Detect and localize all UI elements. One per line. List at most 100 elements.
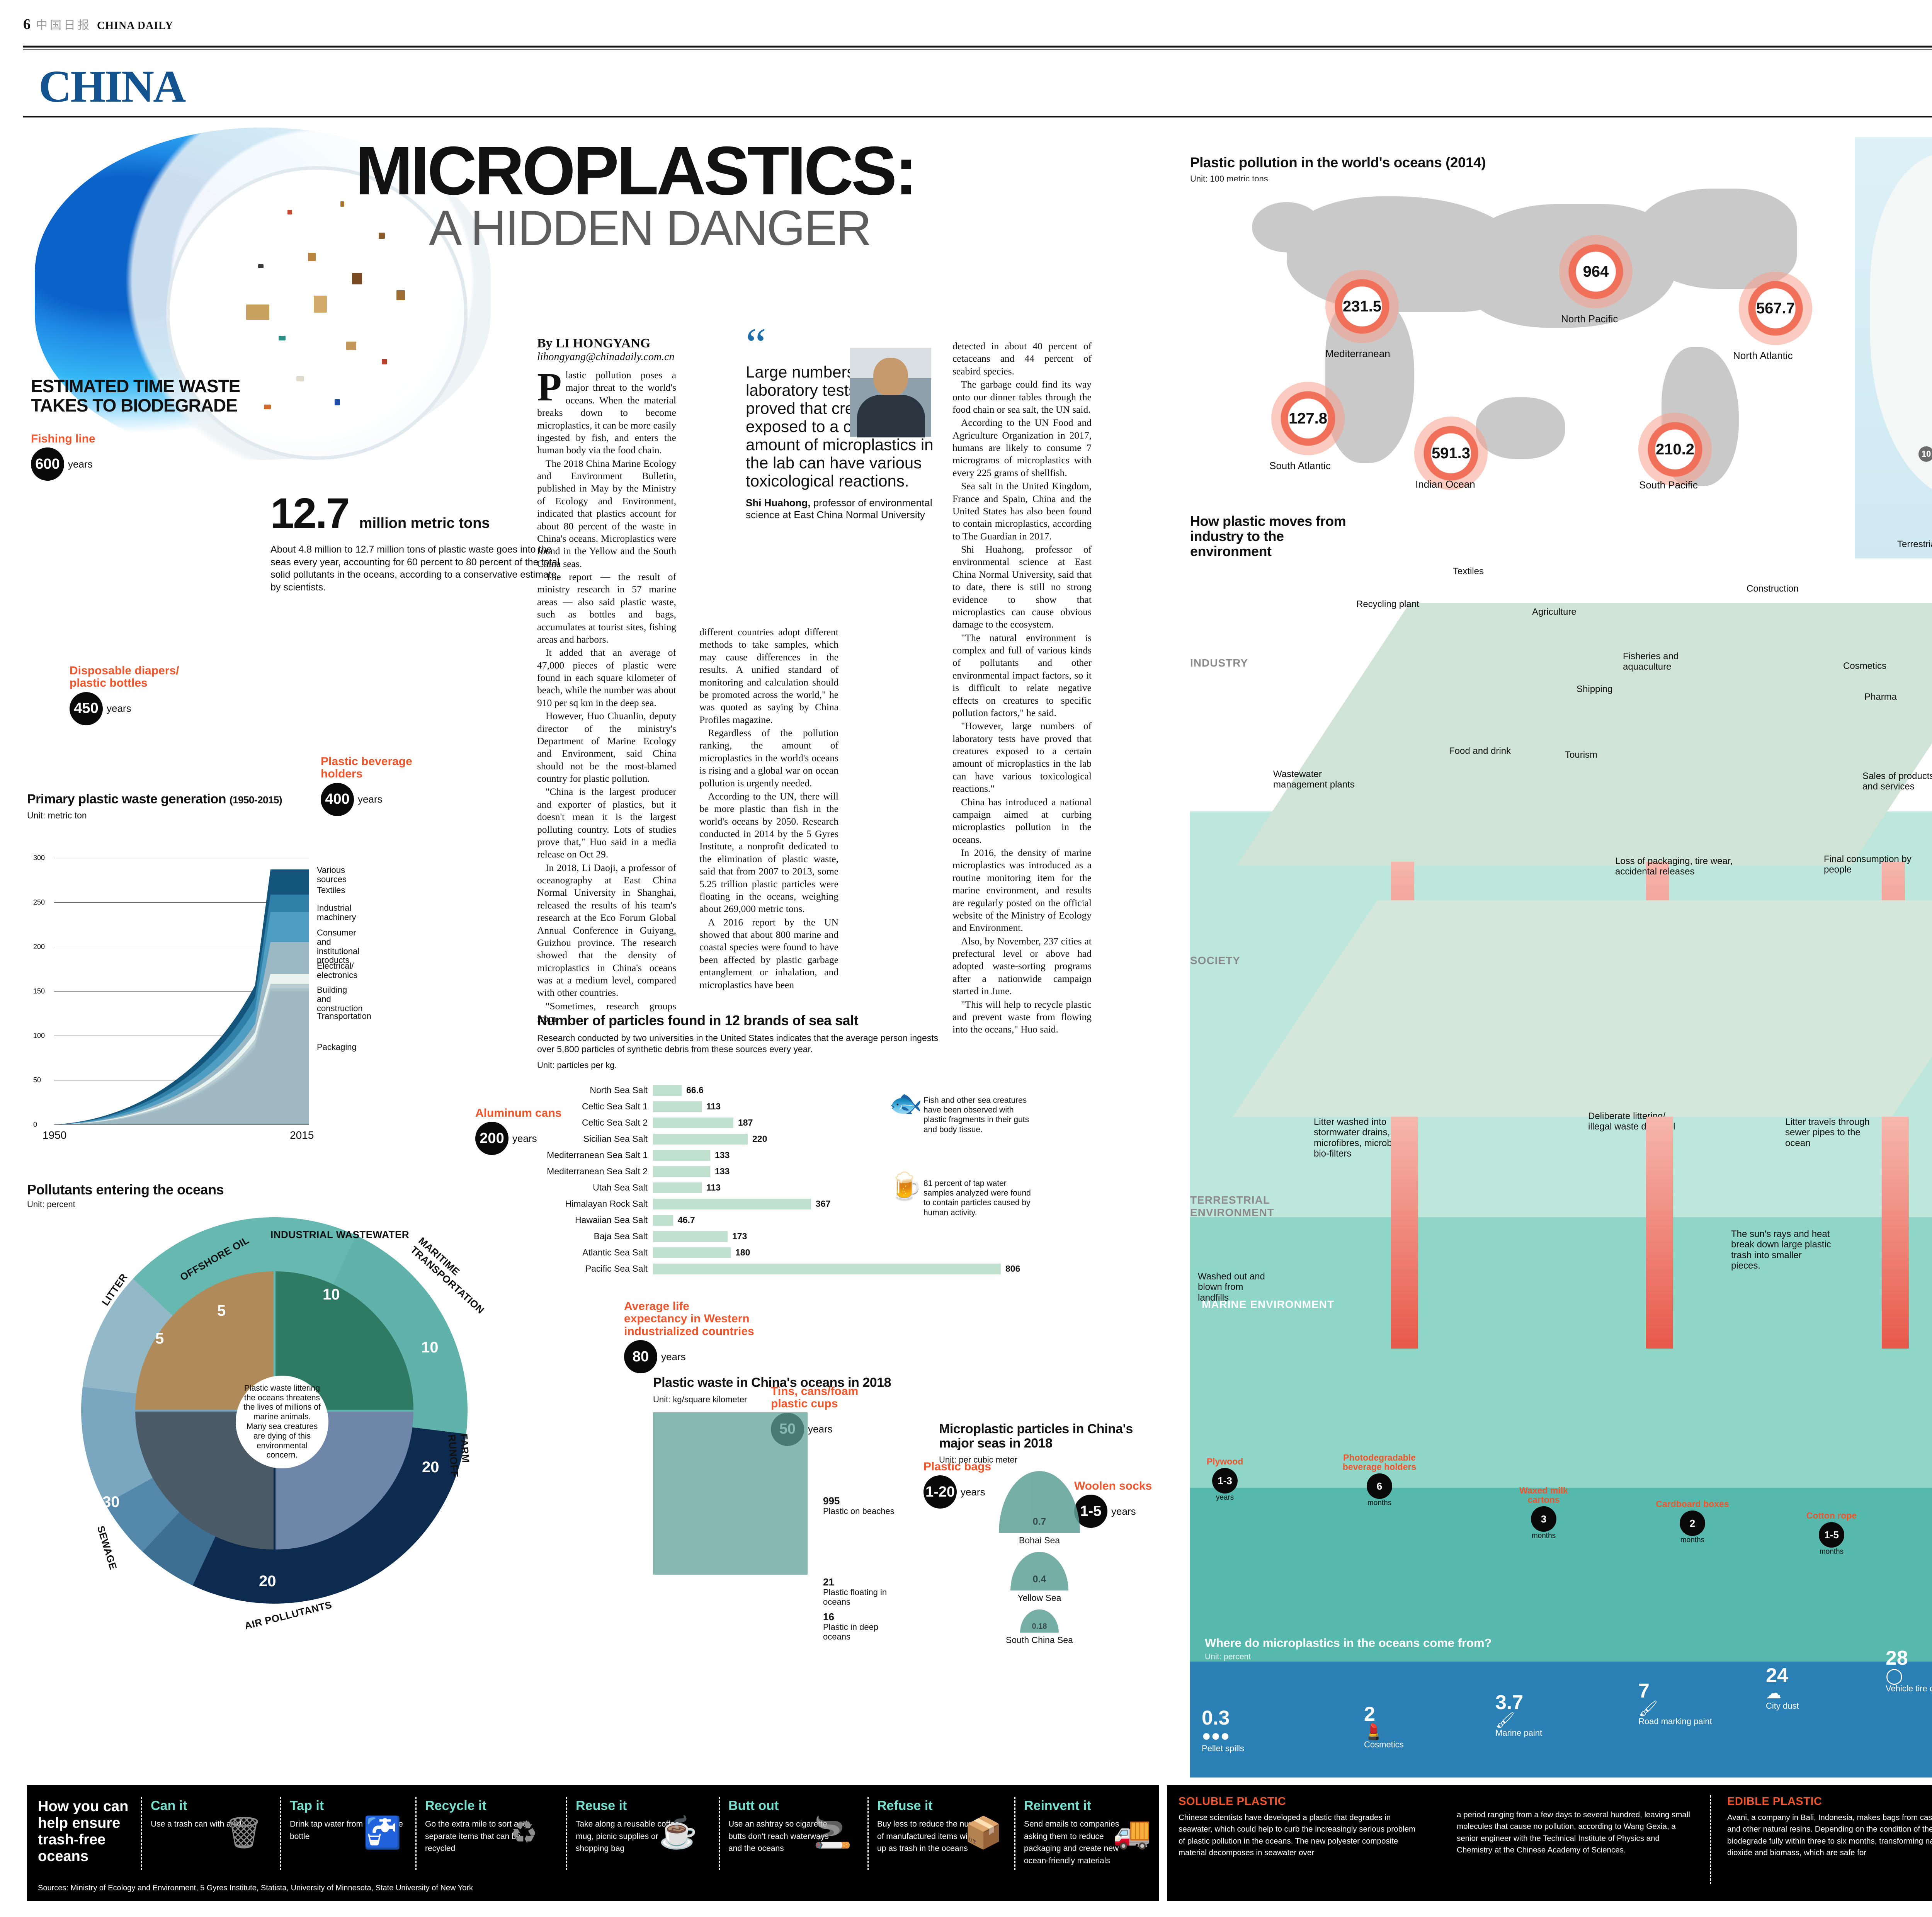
portrait-photo bbox=[850, 348, 931, 437]
article-paragraph: In 2016, the density of marine microplas… bbox=[952, 847, 1092, 934]
donut-center-note: Plastic waste littering the oceans threa… bbox=[236, 1376, 328, 1468]
china-reserve-map: 1 2 3 4 5 6 7 8 9 10 bbox=[1855, 137, 1932, 558]
biodegrade-unit: years bbox=[358, 793, 383, 805]
flow-label-construction: Construction bbox=[1747, 583, 1799, 594]
cnwaste-label-beaches: 995 Plastic on beaches bbox=[823, 1495, 895, 1516]
bar-value: 187 bbox=[738, 1118, 753, 1128]
biodegrade-unit: years bbox=[107, 703, 131, 714]
masthead: 6 中国日报 CHINA DAILY Monday, January 6, 20… bbox=[23, 15, 1932, 46]
edible-plastic-title: EDIBLE PLASTIC bbox=[1727, 1795, 1822, 1808]
source-city-dust: 24 ☁ City dust bbox=[1766, 1664, 1799, 1711]
biodegrade-value: 400 bbox=[321, 782, 354, 816]
layer-label-industry: INDUSTRY bbox=[1190, 657, 1248, 669]
biodegrade-label: Plastic bags bbox=[923, 1460, 992, 1473]
biodegrade-label: Woolen socks bbox=[1074, 1480, 1152, 1492]
gyre-label-south-pacific: South Pacific bbox=[1639, 479, 1698, 491]
gyre-north-pacific: 964 bbox=[1559, 235, 1633, 308]
petri-dish-photo bbox=[166, 166, 468, 460]
gyre-value: 231.5 bbox=[1342, 298, 1382, 315]
biodegrade-value: 200 bbox=[475, 1122, 509, 1155]
primary-plastic-waste-chart: Primary plastic waste generation (1950-2… bbox=[27, 792, 413, 1179]
chart1-subtitle: (1950-2015) bbox=[229, 794, 282, 806]
bar-row: Celtic Sea Salt 1 113 bbox=[537, 1100, 1086, 1114]
flow-label-cosmetics: Cosmetics bbox=[1843, 661, 1887, 671]
xtick-start: 1950 bbox=[43, 1129, 67, 1141]
legend-building-construction: Building and construction bbox=[317, 985, 363, 1013]
ytick: 150 bbox=[33, 987, 45, 995]
bar-row: Sicilian Sea Salt 220 bbox=[537, 1132, 1086, 1146]
article-paragraph: According to the UN Food and Agriculture… bbox=[952, 417, 1092, 478]
paint-bucket-icon: 🖌 bbox=[1495, 1712, 1515, 1729]
legend-packaging: Packaging bbox=[317, 1042, 357, 1052]
article-paragraph: It added that an average of 47,000 piece… bbox=[537, 647, 676, 708]
gyre-indian-ocean: 591.3 bbox=[1414, 417, 1488, 490]
masthead-rule-thin bbox=[23, 49, 1932, 50]
bar-row: Hawaiian Sea Salt 46.7 bbox=[537, 1213, 1086, 1227]
flow-title: How plastic moves from industry to the e… bbox=[1190, 513, 1346, 559]
article-paragraph: A 2016 report by the UN showed that abou… bbox=[699, 916, 838, 990]
segment-label-farm-runoff: FARM RUNOFF bbox=[446, 1433, 472, 1478]
plastic-flow-diagram: How plastic moves from industry to the e… bbox=[1190, 514, 1932, 1588]
article-paragraph: Also, by November, 237 cities at prefect… bbox=[952, 935, 1092, 997]
xtick-end: 2015 bbox=[290, 1129, 314, 1141]
bar-row: Mediterranean Sea Salt 2 133 bbox=[537, 1165, 1086, 1179]
biodegrade-item-plastic-bags: Plastic bags 1-20 years bbox=[923, 1460, 1012, 1509]
cnwaste-title: Plastic waste in China's oceans in 2018 bbox=[653, 1375, 891, 1390]
segment-value-litter: 5 bbox=[155, 1330, 164, 1347]
world-ocean-pollution-panel: Plastic pollution in the world's oceans … bbox=[1190, 155, 1855, 502]
industry-plane bbox=[1236, 603, 1932, 866]
map-pin-10[interactable]: 10 bbox=[1918, 446, 1932, 462]
flow-label-wastewater-plants: Wastewater management plants bbox=[1273, 769, 1355, 790]
cnseas-unit: Unit: per cubic meter bbox=[939, 1455, 1017, 1465]
gyre-value: 127.8 bbox=[1288, 410, 1328, 427]
cnwaste-label-deep: 16 Plastic in deep oceans bbox=[823, 1611, 879, 1641]
headline-line-2: A HIDDEN DANGER bbox=[429, 200, 872, 256]
source-road-marking-paint: 7 🖌 Road marking paint bbox=[1638, 1680, 1712, 1726]
soluble-plastic-title: SOLUBLE PLASTIC bbox=[1179, 1795, 1286, 1808]
legend-various-sources: Various sources bbox=[317, 865, 347, 884]
flow-label-recycling-plant: Recycling plant bbox=[1356, 599, 1419, 609]
gyre-mediterranean: 231.5 bbox=[1325, 270, 1399, 343]
page-number-left: 6 bbox=[23, 16, 31, 32]
salt-title: Number of particles found in 12 brands o… bbox=[537, 1012, 859, 1028]
big-stat-body: About 4.8 million to 12.7 million tons o… bbox=[270, 544, 560, 593]
flow-pipe-6 bbox=[1882, 1117, 1909, 1349]
flow-arrow-final-consumption: Final consumption by people bbox=[1824, 854, 1912, 875]
article-column-1: Plastic pollution poses a major threat t… bbox=[537, 365, 676, 1026]
gyre-label-north-atlantic: North Atlantic bbox=[1733, 350, 1793, 361]
biodegrade-item-diapers: Disposable diapers/ plastic bottles 450 … bbox=[70, 664, 193, 725]
article-paragraph: However, Huo Chuanlin, deputy director o… bbox=[537, 710, 676, 784]
salt-subtitle: Research conducted by two universities i… bbox=[537, 1033, 939, 1054]
biodegrade-label: Plastic beverage holders bbox=[321, 755, 412, 781]
bar-label: Utah Sea Salt bbox=[593, 1182, 648, 1192]
biodegrade-item-beverage-holders: Plastic beverage holders 400 years bbox=[321, 755, 437, 816]
byline-email: lihongyang@chinadaily.com.cn bbox=[537, 351, 675, 363]
bar-value: 806 bbox=[1005, 1264, 1020, 1274]
article-column-3: detected in about 40 percent of cetacean… bbox=[952, 340, 1092, 1037]
quote-attribution-role: professor of environmental science at Ea… bbox=[746, 497, 932, 521]
flow-pipe-5 bbox=[1646, 1117, 1673, 1349]
article-paragraph: China has introduced a national campaign… bbox=[952, 796, 1092, 845]
flow-label-textiles: Textiles bbox=[1453, 566, 1484, 577]
dome-label-south-china: South China Sea bbox=[1006, 1635, 1073, 1645]
china-ocean-waste-chart: Plastic waste in China's oceans in 2018 … bbox=[653, 1375, 900, 1641]
article-paragraph: detected in about 40 percent of cetacean… bbox=[952, 340, 1092, 377]
bar-value: 113 bbox=[706, 1101, 721, 1111]
paper-name: CHINA DAILY bbox=[97, 20, 173, 32]
chart1-title: Primary plastic waste generation bbox=[27, 792, 226, 806]
biodegrade-value: 450 bbox=[70, 692, 103, 725]
donut-title: Pollutants entering the oceans bbox=[27, 1182, 224, 1197]
article-paragraph: "This will help to recycle plastic and p… bbox=[952, 998, 1092, 1035]
biodegrade2-waxed-milk-cartons: Waxed milk cartons 3 months bbox=[1519, 1485, 1568, 1540]
source-pellet-spills: 0.3 ●●● Pellet spills bbox=[1202, 1707, 1245, 1753]
masthead-rule bbox=[23, 46, 1932, 48]
bar-row: Mediterranean Sea Salt 1 133 bbox=[537, 1148, 1086, 1162]
biodegrade-value: 600 bbox=[31, 447, 64, 481]
quote-mark-icon: “ bbox=[746, 318, 767, 370]
flow-label-food-drink: Food and drink bbox=[1449, 746, 1511, 756]
article-paragraph: different countries adopt different meth… bbox=[699, 626, 838, 725]
biodegrade-heading-block: ESTIMATED TIME WASTE TAKES TO BIODEGRADE bbox=[31, 376, 247, 415]
help-item-recycle-it: Recycle it Go the extra mile to sort and… bbox=[425, 1798, 538, 1853]
ytick: 50 bbox=[33, 1076, 41, 1084]
legend-electrical-electronics: Electrical/ electronics bbox=[317, 961, 358, 980]
